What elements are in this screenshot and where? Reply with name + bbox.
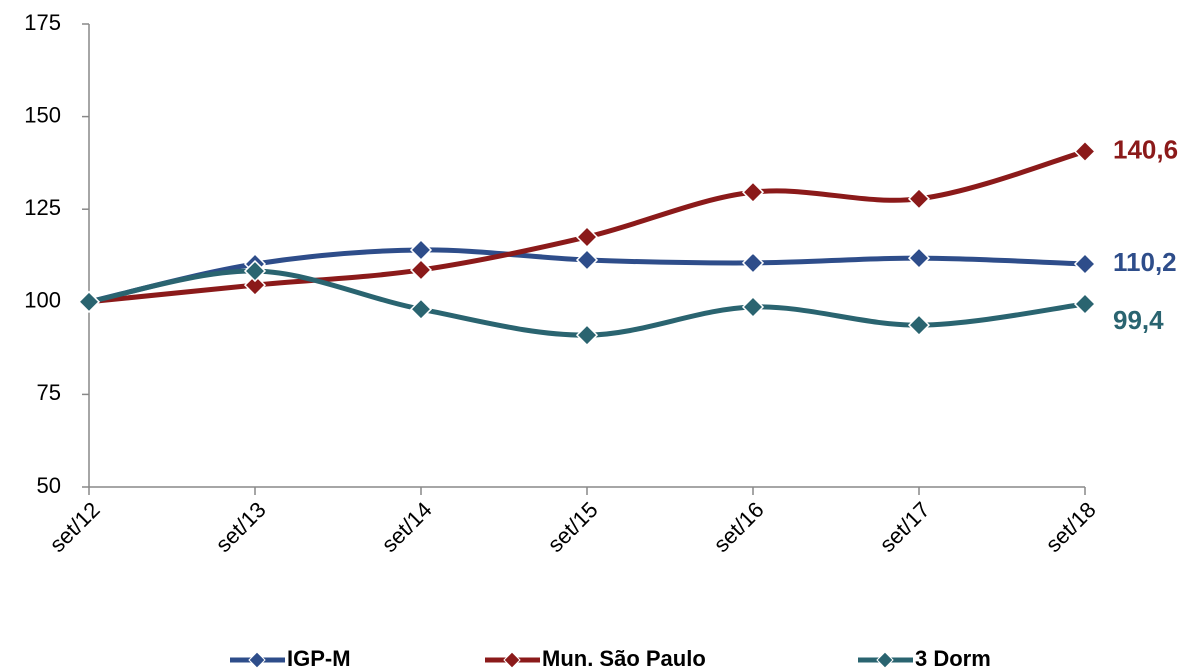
- marker: [575, 324, 599, 347]
- y-tick-label: 100: [24, 288, 61, 313]
- marker: [1073, 292, 1097, 316]
- y-tick-label: 175: [24, 10, 61, 35]
- marker: [243, 274, 267, 297]
- legend-marker: [503, 651, 521, 669]
- value-label: 140,6: [1113, 134, 1178, 164]
- marker: [575, 225, 599, 249]
- value-label: 110,2: [1113, 247, 1177, 277]
- y-tick-label: 50: [37, 473, 61, 498]
- x-tick-label: set/17: [875, 497, 935, 557]
- marker: [409, 258, 433, 282]
- marker: [575, 248, 599, 272]
- marker: [741, 295, 765, 319]
- marker: [77, 290, 101, 313]
- legend-label: 3 Dorm: [915, 646, 991, 671]
- y-tick-label: 125: [24, 195, 61, 220]
- legend-marker: [876, 651, 894, 669]
- value-label: 99,4: [1113, 305, 1164, 335]
- marker: [907, 187, 931, 210]
- x-tick-label: set/15: [543, 497, 603, 557]
- legend-label: Mun. São Paulo: [542, 646, 706, 671]
- marker: [1073, 252, 1097, 276]
- marker: [907, 314, 931, 337]
- legend-label: IGP-M: [287, 646, 351, 671]
- marker: [741, 251, 765, 274]
- marker: [243, 259, 267, 283]
- marker: [1073, 140, 1097, 163]
- x-tick-label: set/12: [45, 497, 105, 557]
- x-tick-label: set/18: [1041, 497, 1101, 557]
- x-tick-label: set/14: [377, 497, 437, 557]
- x-tick-label: set/13: [211, 497, 271, 557]
- marker: [409, 238, 433, 262]
- marker: [741, 181, 765, 204]
- y-tick-label: 75: [37, 380, 61, 405]
- y-tick-label: 150: [24, 102, 61, 127]
- legend-marker: [248, 651, 266, 669]
- marker: [409, 298, 433, 321]
- marker: [907, 247, 931, 270]
- x-tick-label: set/16: [709, 497, 769, 557]
